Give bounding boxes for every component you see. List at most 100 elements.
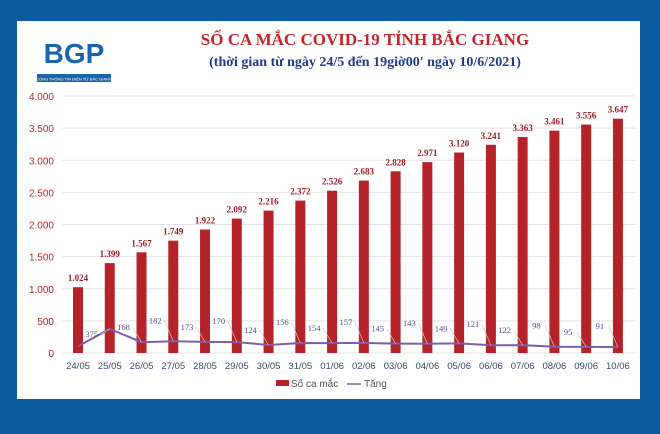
x-tick-label: 07/06 (511, 361, 535, 372)
x-tick-label: 01/06 (320, 361, 344, 372)
y-tick-label: 3.500 (29, 124, 54, 135)
svg-text:BGP: BGP (44, 38, 105, 69)
bar-data-label: 3.120 (449, 139, 470, 149)
bar-data-label: 1.749 (163, 227, 184, 237)
line-series (77, 327, 618, 349)
leader-line (227, 320, 238, 343)
leader-line (195, 326, 206, 343)
bar (295, 200, 306, 353)
line-data-label: 121 (467, 319, 480, 329)
leader-line (386, 328, 396, 344)
bar (390, 171, 401, 353)
bar (231, 218, 242, 353)
bar (485, 144, 496, 353)
bar-data-label: 2.216 (258, 197, 279, 207)
x-tick-label: 09/06 (574, 361, 598, 372)
leader-line (449, 328, 460, 344)
y-tick-label: 500 (37, 317, 54, 328)
line-data-label: 182 (149, 315, 162, 325)
x-tick-label: 25/05 (98, 361, 122, 372)
bar-data-label: 1.399 (100, 249, 121, 259)
svg-text:CỔNG THÔNG TIN ĐIỆN TỬ BẮC GIA: CỔNG THÔNG TIN ĐIỆN TỬ BẮC GIANG (36, 77, 112, 82)
y-tick-label: 2.500 (29, 188, 54, 199)
x-tick-label: 24/05 (66, 361, 90, 372)
leader-line (481, 324, 492, 346)
leader-line (513, 329, 523, 346)
bar-data-label: 2.526 (322, 177, 343, 187)
bar (327, 190, 338, 353)
leader-line (163, 320, 174, 342)
leader-line (545, 325, 555, 347)
leader-line (354, 321, 365, 344)
line-data-label: 154 (308, 323, 322, 333)
bar (454, 152, 465, 353)
bar-data-label: 2.971 (417, 148, 438, 158)
y-tick-label: 4.000 (29, 92, 54, 103)
line-data-label: 149 (435, 323, 448, 333)
x-tick-label: 08/06 (543, 361, 567, 372)
leader-line (290, 321, 301, 344)
line-data-label: 98 (532, 321, 541, 331)
bar-data-label: 3.461 (544, 117, 565, 127)
bar (136, 252, 147, 353)
leader-line (100, 328, 110, 335)
bar (263, 210, 274, 353)
x-tick-label: 05/06 (447, 361, 471, 372)
bar-data-label: 2.092 (227, 205, 248, 215)
legend-swatch-bar (276, 380, 289, 386)
line-data-label: 170 (212, 316, 225, 326)
line-data-label: 124 (244, 325, 258, 335)
line-data-label: 173 (181, 322, 194, 332)
line-data-label: 168 (117, 322, 130, 332)
y-tick-label: 1.500 (29, 253, 54, 264)
line-data-label: 375 (85, 329, 98, 339)
bar-data-label: 2.828 (385, 157, 406, 167)
bar-data-label: 3.363 (513, 123, 534, 133)
line-data-label: 157 (339, 317, 352, 327)
line-data-label: 143 (403, 318, 416, 328)
y-tick-label: 1.000 (29, 285, 54, 296)
bar-data-label: 2.683 (354, 167, 375, 177)
bar (358, 180, 369, 353)
x-tick-label: 31/05 (288, 361, 312, 372)
x-tick-label: 28/05 (193, 361, 217, 372)
leader-line (576, 331, 587, 348)
x-tick-label: 06/06 (479, 361, 503, 372)
bar-data-label: 3.647 (608, 105, 629, 115)
bar-data-label: 2.372 (290, 187, 311, 197)
bar (104, 263, 115, 353)
y-tick-label: 0 (48, 349, 54, 360)
bar-data-label: 1.567 (131, 238, 152, 248)
x-tick-label: 03/06 (384, 361, 408, 372)
x-tick-label: 30/05 (257, 361, 281, 372)
leader-line (259, 329, 269, 346)
line-data-label: 156 (276, 317, 289, 327)
x-tick-label: 04/06 (415, 361, 439, 372)
legend-label-line: Tăng (364, 379, 387, 390)
legend-label-bar: Số ca mắc (291, 377, 338, 390)
bar (517, 136, 528, 353)
bgp-logo: BGP CỔNG THÔNG TIN ĐIỆN TỬ BẮC GIANG (35, 34, 113, 84)
leader-line (418, 322, 428, 344)
x-tick-label: 27/05 (161, 361, 185, 372)
bar (612, 118, 623, 353)
bar (581, 124, 592, 353)
bar (200, 229, 211, 353)
chart-title: SỐ CA MẮC COVID-19 TỈNH BẮC GIANG (200, 30, 530, 49)
bar-data-label: 3.241 (481, 131, 502, 141)
y-tick-label: 2.000 (29, 221, 54, 232)
line-data-label: 91 (596, 321, 605, 331)
x-tick-label: 29/05 (225, 361, 249, 372)
leader-line (322, 327, 333, 344)
bar-data-label: 1.922 (195, 216, 216, 226)
bar-data-label: 1.024 (68, 273, 89, 283)
leader-line (608, 326, 619, 348)
line-data-label: 95 (564, 327, 573, 337)
bar-data-label: 3.556 (576, 111, 597, 121)
bar (168, 240, 179, 353)
line-data-label: 122 (498, 325, 511, 335)
bar (73, 287, 83, 353)
leader-line (132, 327, 142, 343)
